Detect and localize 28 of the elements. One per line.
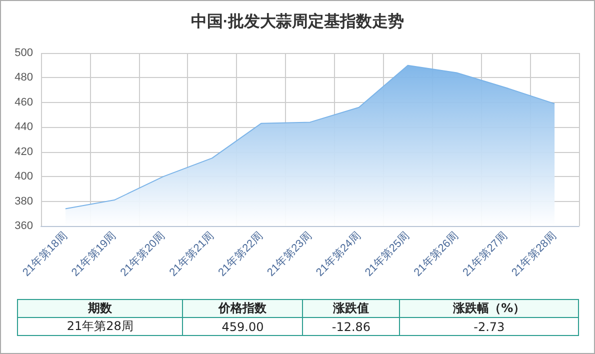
text: -2.73 [400,318,578,336]
y-tick-label: 380 [14,195,33,208]
x-tick-label: 21年第20周 [118,230,168,279]
y-tick-label: 440 [14,121,33,134]
x-tick-label: 21年第27周 [460,230,510,279]
text: 459.00 [182,318,303,336]
x-tick-label: 21年第25周 [362,230,412,279]
text: -12.86 [302,318,400,336]
y-tick-label: 500 [14,47,33,59]
y-tick-label: 400 [14,170,33,183]
y-tick-label: 420 [14,146,33,158]
x-tick-label: 21年第18周 [20,230,70,279]
x-tick-label: 21年第26周 [412,230,461,279]
text: 期数 [18,300,183,318]
x-tick-label: 21年第22周 [216,230,266,279]
y-tick-label: 460 [14,96,33,108]
x-tick-label: 21年第19周 [70,230,119,279]
y-tick-label: 360 [14,220,33,232]
text: 21年第28周 [18,318,183,336]
x-tick-label: 21年第28周 [510,230,559,279]
chart-title: 中国·批发大蒜周定基指数走势 [190,12,404,30]
text: 涨跌值 [302,300,400,318]
x-tick-label: 21年第21周 [167,230,216,279]
x-tick-label: 21年第23周 [265,230,314,279]
y-tick-label: 480 [14,72,33,84]
x-tick-label: 21年第24周 [314,230,364,279]
text: 涨跌幅（%） [400,300,578,318]
text: 价格指数 [182,300,303,318]
